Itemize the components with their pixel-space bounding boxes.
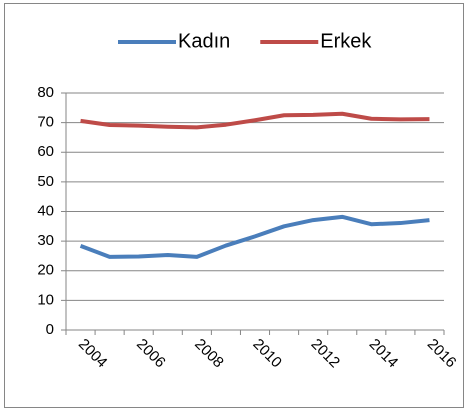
legend-label: Erkek (320, 30, 372, 52)
legend-label: Kadın (178, 30, 230, 52)
y-tick-label: 20 (37, 262, 54, 279)
y-tick-label: 0 (46, 321, 54, 338)
y-tick-label: 60 (37, 143, 54, 160)
series-line (79, 214, 430, 259)
y-tick-label: 50 (37, 173, 54, 190)
series-line (80, 111, 430, 130)
y-tick-label: 30 (37, 232, 54, 249)
y-tick-label: 70 (37, 114, 54, 131)
legend: Kadın Erkek (118, 30, 372, 52)
y-tick-label: 80 (37, 84, 54, 101)
chart-border (4, 3, 464, 408)
y-tick-label: 40 (37, 202, 54, 219)
y-tick-label: 10 (37, 291, 54, 308)
